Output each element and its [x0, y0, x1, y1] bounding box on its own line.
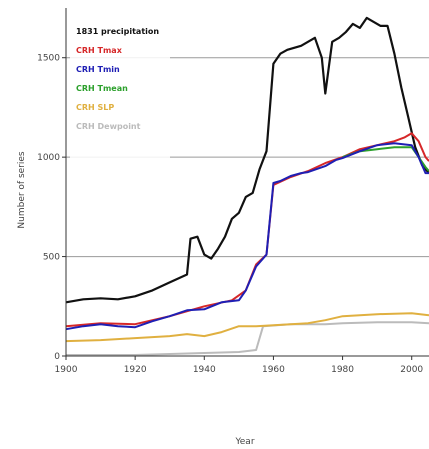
series-line-4: [65, 312, 429, 343]
x-tick-label: 1940: [193, 365, 216, 375]
legend-entry: CRH Tmin: [76, 65, 120, 74]
legend: 1831 precipitation CRH Tmax CRH Tmin CRH Tm…: [70, 12, 170, 162]
y-ticks: 0 500 1000 1500: [37, 54, 66, 362]
legend-entry: CRH Tmean: [76, 84, 128, 93]
legend-box: [70, 12, 170, 162]
y-tick-label: 0: [54, 352, 60, 362]
x-tick-label: 1900: [55, 365, 78, 375]
legend-entry: 1831 precipitation: [76, 27, 159, 36]
x-ticks: 1900 1920 1940 1960 1980 2000: [55, 356, 423, 375]
x-tick-label: 1980: [331, 365, 354, 375]
y-axis-label: Number of series: [17, 151, 27, 229]
series-layer: [65, 16, 429, 356]
y-tick-label: 500: [43, 253, 60, 263]
legend-entry: CRH Tmax: [76, 46, 123, 55]
x-tick-label: 2000: [400, 365, 423, 375]
legend-entry: CRH SLP: [76, 103, 114, 112]
legend-entry: CRH Dewpoint: [76, 122, 141, 131]
series-line-0: [65, 16, 429, 304]
x-axis-label: Year: [234, 437, 254, 447]
x-tick-label: 1960: [262, 365, 285, 375]
y-tick-label: 1000: [37, 153, 60, 163]
x-tick-label: 1920: [124, 365, 147, 375]
series-line-2: [65, 142, 429, 331]
y-tick-label: 1500: [37, 54, 60, 64]
